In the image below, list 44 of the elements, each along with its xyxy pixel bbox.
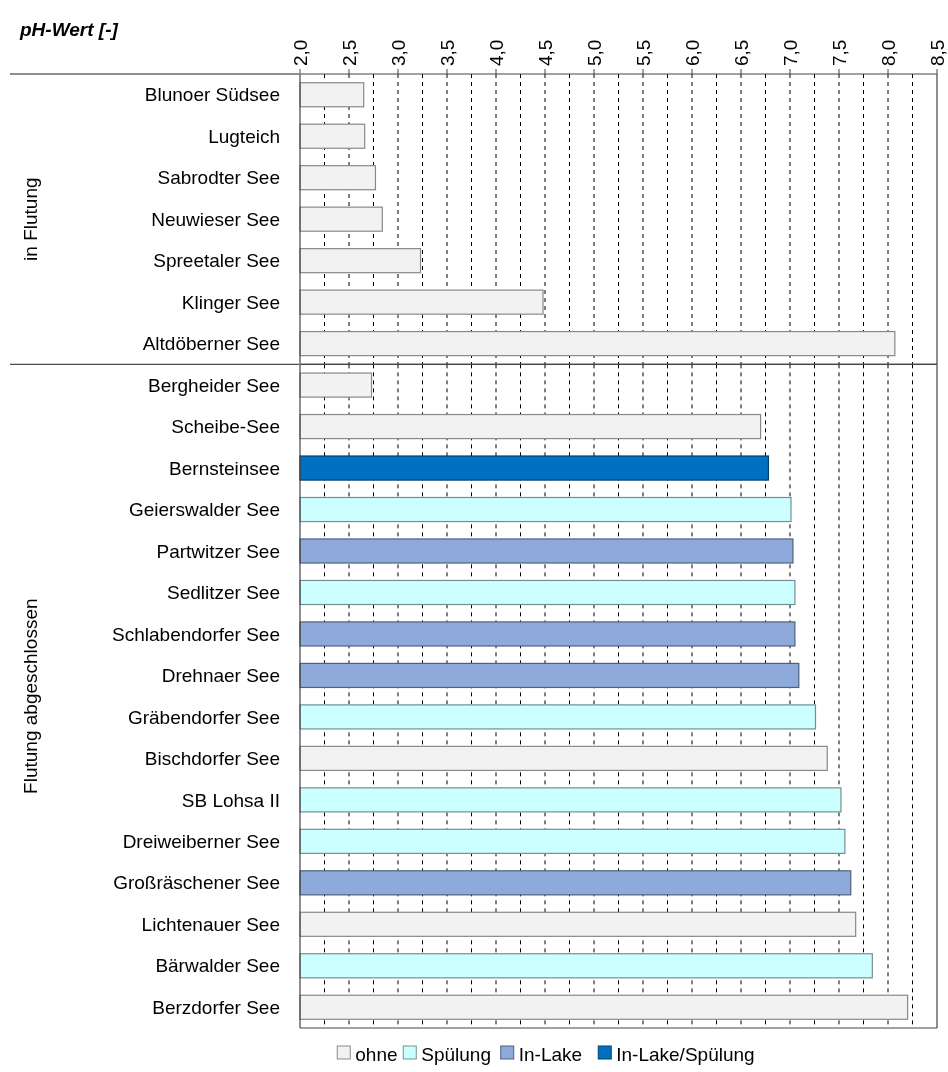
y-tick-label: Bergheider See <box>147 374 280 396</box>
y-tick-label: Gräbendorfer See <box>127 706 280 728</box>
y-tick-label: Dreiweiberner See <box>122 831 280 852</box>
x-tick-label: 8,0 <box>877 39 899 66</box>
y-tick-label: Bärwalder See <box>155 955 280 977</box>
x-tick-label: 7,5 <box>828 39 850 66</box>
x-tick-label: 6,5 <box>730 39 752 66</box>
y-tick-label: Bernsteinsee <box>169 457 280 479</box>
x-tick-label: 4,5 <box>534 39 556 66</box>
y-tick-label: Scheibe-See <box>171 416 280 438</box>
x-tick-label: 5,5 <box>632 39 654 66</box>
y-tick-label: Bischdorfer See <box>144 748 280 770</box>
x-tick-label: 3,5 <box>436 39 458 66</box>
legend-label: In-Lake/Spülung <box>616 1043 755 1065</box>
y-tick-label: Schlabendorfer See <box>112 623 280 645</box>
x-tick-label: 8,5 <box>926 39 948 66</box>
legend-label: ohne <box>355 1043 398 1065</box>
x-tick-label: 6,0 <box>681 39 703 66</box>
y-tick-label: Spreetaler See <box>153 250 280 272</box>
y-axis-title: in Flutung <box>19 177 41 261</box>
y-tick-label: Berzdorfer See <box>152 996 280 1018</box>
x-axis-title: pH-Wert [-] <box>19 19 119 40</box>
y-axis-title: Flutung abgeschlossen <box>19 598 41 794</box>
y-tick-label: Sabrodter See <box>157 167 280 189</box>
y-tick-label: Lugteich <box>208 125 280 147</box>
y-tick-label: Blunoer Südsee <box>144 84 280 106</box>
x-tick-label: 4,0 <box>485 39 507 66</box>
x-tick-label: 5,0 <box>583 39 605 66</box>
legend-label: In-Lake <box>518 1043 583 1065</box>
y-tick-label: Lichtenauer See <box>141 913 280 935</box>
x-tick-label: 3,0 <box>387 39 409 66</box>
y-tick-label: Drehnaer See <box>161 665 280 687</box>
y-tick-label: Partwitzer See <box>156 540 280 562</box>
y-tick-label: Großräschener See <box>113 872 280 894</box>
x-tick-label: 2,0 <box>289 39 311 66</box>
x-tick-label: 7,0 <box>779 39 801 66</box>
y-tick-label: Altdöberner See <box>142 333 280 355</box>
y-tick-label: Neuwieser See <box>151 208 280 230</box>
y-tick-label: Geierswalder See <box>128 499 280 521</box>
y-tick-label: Sedlitzer See <box>166 582 280 604</box>
x-tick-label: 2,5 <box>338 39 360 66</box>
legend-label: Spülung <box>421 1043 491 1065</box>
y-tick-label: Klinger See <box>181 291 280 313</box>
y-tick-label: SB Lohsa II <box>181 789 280 811</box>
